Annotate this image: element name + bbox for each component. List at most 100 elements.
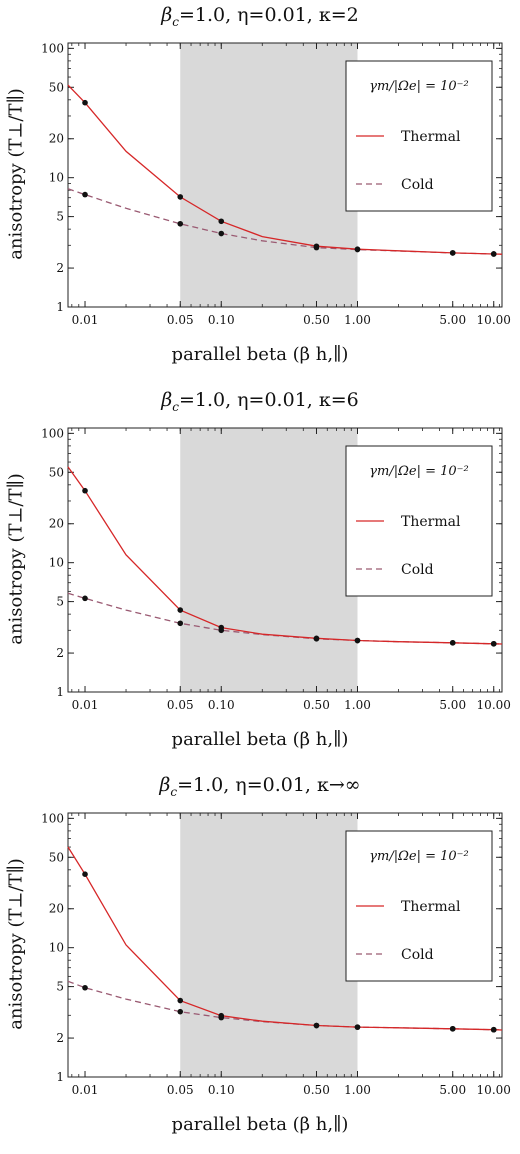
- x-tick-label: 10.00: [477, 698, 511, 712]
- x-axis-label: parallel beta (β h,∥): [171, 729, 349, 750]
- shaded-region: [180, 813, 358, 1077]
- x-tick-label: 0.01: [72, 313, 99, 327]
- cold-data-point: [490, 1026, 497, 1033]
- thermal-data-point: [82, 99, 88, 106]
- thermal-data-point: [218, 218, 225, 225]
- x-tick-label: 0.05: [167, 313, 194, 327]
- chart-title: βc=1.0, η=0.01, κ=2: [161, 4, 359, 29]
- shaded-region: [180, 428, 358, 692]
- y-tick-label: 20: [49, 132, 64, 146]
- cold-data-point: [218, 627, 225, 634]
- y-tick-label: 100: [41, 426, 64, 440]
- y-tick-label: 50: [49, 465, 64, 479]
- x-tick-label: 0.10: [208, 313, 235, 327]
- chart-panel-2: βc=1.0, η=0.01, κ=6 1 2 5 10 20 50 100 0.01 0.05…: [0, 385, 520, 769]
- thermal-data-point: [82, 487, 88, 494]
- thermal-series-line: [67, 84, 503, 255]
- chart-svg: 1 2 5 10 20 50 100 0.01 0.05 0.10 0.50 1.00 5.00 10.0…: [41, 41, 511, 327]
- plot-frame: [67, 812, 503, 1078]
- x-tick-label: 0.01: [72, 698, 99, 712]
- y-tick-label: 1: [56, 300, 64, 314]
- x-tick-label: 1.00: [344, 313, 371, 327]
- cold-data-point: [313, 635, 320, 642]
- y-tick-label: 10: [49, 556, 64, 570]
- x-axis-label: parallel beta (β h,∥): [171, 344, 349, 365]
- cold-data-point: [449, 250, 456, 256]
- y-tick-label: 5: [56, 210, 64, 224]
- shaded-region: [180, 43, 358, 307]
- legend-label-thermal: Thermal: [401, 129, 461, 145]
- y-tick-label: 1: [56, 1070, 64, 1084]
- y-tick-label: 20: [49, 517, 64, 531]
- x-tick-label: 0.10: [208, 698, 235, 712]
- y-tick-label: 5: [56, 595, 64, 609]
- legend-title: γm/|Ωe| = 10⁻²: [369, 464, 468, 479]
- x-tick-label: 0.01: [72, 1083, 99, 1097]
- x-tick-label: 1.00: [344, 1083, 371, 1097]
- y-tick-label: 20: [49, 902, 64, 916]
- cold-data-point: [82, 984, 88, 991]
- x-tick-label: 0.50: [303, 1083, 330, 1097]
- legend-title: γm/|Ωe| = 10⁻²: [369, 79, 468, 94]
- thermal-series-line: [67, 846, 503, 1031]
- y-tick-label: 10: [49, 171, 64, 185]
- cold-data-point: [218, 230, 225, 237]
- cold-data-point: [354, 246, 361, 253]
- legend-label-thermal: Thermal: [401, 514, 461, 530]
- legend-label-thermal: Thermal: [401, 899, 461, 915]
- chart-panel-3: βc=1.0, η=0.01, κ→∞ 1 2 5 10 20 50 100 0.01 0.05…: [0, 770, 520, 1154]
- x-tick-label: 0.05: [167, 698, 194, 712]
- y-tick-label: 50: [49, 850, 64, 864]
- chart-title: βc=1.0, η=0.01, κ→∞: [159, 774, 361, 799]
- x-tick-label: 0.10: [208, 1083, 235, 1097]
- y-tick-label: 2: [56, 1031, 64, 1045]
- x-tick-label: 5.00: [439, 1083, 466, 1097]
- x-tick-label: 0.05: [167, 1083, 194, 1097]
- cold-data-point: [354, 637, 361, 644]
- plot-frame: [67, 42, 503, 308]
- cold-data-point: [82, 191, 88, 198]
- cold-data-point: [354, 1024, 361, 1030]
- legend-title: γm/|Ωe| = 10⁻²: [369, 849, 468, 864]
- cold-data-point: [177, 1008, 184, 1015]
- thermal-data-point: [177, 997, 184, 1004]
- y-tick-label: 1: [56, 685, 64, 699]
- cold-data-point: [82, 595, 88, 602]
- cold-data-point: [177, 620, 184, 627]
- y-tick-label: 100: [41, 41, 64, 55]
- x-tick-label: 0.50: [303, 698, 330, 712]
- y-tick-label: 2: [56, 646, 64, 660]
- x-tick-label: 1.00: [344, 698, 371, 712]
- cold-data-point: [313, 244, 320, 251]
- plot-frame: [67, 427, 503, 693]
- y-tick-label: 50: [49, 80, 64, 94]
- thermal-data-point: [177, 607, 184, 613]
- y-tick-label: 2: [56, 261, 64, 275]
- y-tick-label: 5: [56, 980, 64, 994]
- y-tick-label: 10: [49, 941, 64, 955]
- cold-series-line: [67, 980, 503, 1031]
- thermal-data-point: [177, 194, 184, 200]
- cold-data-point: [449, 640, 456, 646]
- x-tick-label: 5.00: [439, 698, 466, 712]
- y-tick-label: 100: [41, 811, 64, 825]
- thermal-series-line: [67, 466, 503, 645]
- chart-svg: 1 2 5 10 20 50 100 0.01 0.05 0.10 0.50 1.00 5.00 10.0…: [41, 426, 511, 712]
- x-tick-label: 10.00: [477, 313, 511, 327]
- cold-series-line: [67, 592, 503, 645]
- chart-title: βc=1.0, η=0.01, κ=6: [161, 389, 359, 414]
- x-tick-label: 10.00: [477, 1083, 511, 1097]
- x-tick-label: 0.50: [303, 313, 330, 327]
- cold-data-point: [313, 1022, 320, 1029]
- cold-data-point: [490, 640, 497, 647]
- x-tick-label: 5.00: [439, 313, 466, 327]
- x-axis-label: parallel beta (β h,∥): [171, 1114, 349, 1135]
- cold-data-point: [177, 220, 184, 227]
- chart-panel-1: βc=1.0, η=0.01, κ=2 1 2 5 10 20 50 100 0.01 0.05…: [0, 0, 520, 384]
- legend-label-cold: Cold: [401, 947, 434, 963]
- cold-data-point: [218, 1014, 225, 1021]
- legend-label-cold: Cold: [401, 562, 434, 578]
- cold-series-line: [67, 188, 503, 255]
- cold-data-point: [449, 1025, 456, 1032]
- chart-svg: 1 2 5 10 20 50 100 0.01 0.05 0.10 0.50 1.00 5.00 10.0…: [41, 811, 511, 1097]
